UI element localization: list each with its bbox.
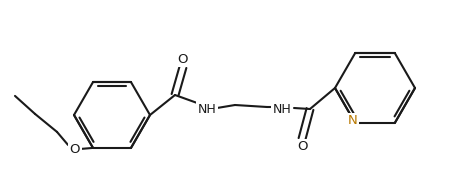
Text: O: O xyxy=(297,140,307,154)
Text: O: O xyxy=(70,143,80,156)
Text: NH: NH xyxy=(197,102,217,116)
Text: N: N xyxy=(348,114,358,127)
Text: NH: NH xyxy=(273,102,291,116)
Text: O: O xyxy=(178,53,188,65)
